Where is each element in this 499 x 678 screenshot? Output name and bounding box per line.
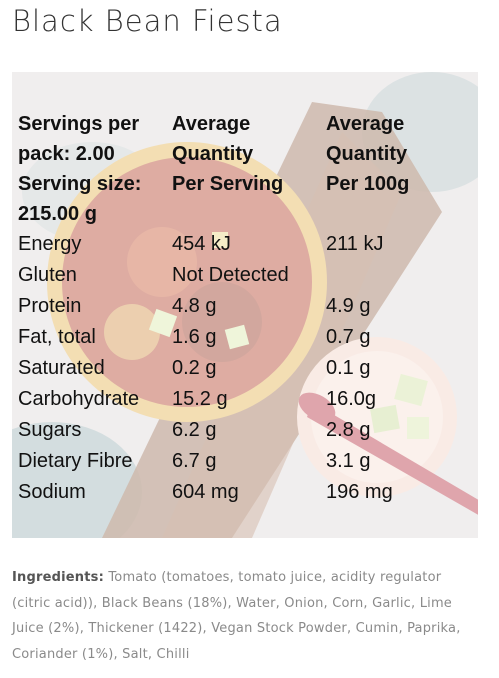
nutrient-name: Energy: [18, 233, 82, 255]
nutrient-name: Protein: [18, 295, 82, 317]
table-row: Energy 454 kJ 211 kJ: [18, 229, 476, 260]
nutrient-name: Sugars: [18, 419, 82, 441]
per-100g-value: 4.9 g: [326, 295, 371, 317]
per-serving-value: 4.8 g: [172, 295, 217, 317]
nutrition-table: Servings per pack: 2.00 Serving size: 21…: [18, 109, 476, 508]
ingredients-text: Tomato (tomatoes, tomato juice, acidity …: [12, 570, 461, 662]
per-serving-value: Not Detected: [172, 264, 289, 286]
table-row: Fat, total 1.6 g 0.7 g: [18, 322, 476, 353]
nutrient-name: Saturated: [18, 357, 105, 379]
nutrient-name: Carbohydrate: [18, 388, 140, 410]
per-100g-value: 16.0g: [326, 388, 377, 410]
nutrient-name: Gluten: [18, 264, 77, 286]
per-100g-value: 211 kJ: [326, 233, 384, 255]
nutrition-panel: Servings per pack: 2.00 Serving size: 21…: [12, 72, 478, 538]
table-row: Saturated 0.2 g 0.1 g: [18, 353, 476, 384]
per-100g-value: 3.1 g: [326, 450, 371, 472]
table-row: Sodium 604 mg 196 mg: [18, 477, 476, 508]
header-servings: Servings per pack: 2.00 Serving size: 21…: [18, 113, 142, 225]
table-row: Dietary Fibre 6.7 g 3.1 g: [18, 446, 476, 477]
per-100g-value: 196 mg: [326, 481, 393, 503]
per-serving-value: 604 mg: [172, 481, 239, 503]
per-100g-value: 0.1 g: [326, 357, 371, 379]
table-row: Sugars 6.2 g 2.8 g: [18, 415, 476, 446]
product-title: Black Bean Fiesta: [12, 4, 283, 38]
per-serving-value: 0.2 g: [172, 357, 217, 379]
image-overlay: [12, 72, 478, 538]
table-row: Carbohydrate 15.2 g 16.0g: [18, 384, 476, 415]
nutrient-name: Dietary Fibre: [18, 450, 133, 472]
per-serving-value: 15.2 g: [172, 388, 228, 410]
per-100g-value: 2.8 g: [326, 419, 371, 441]
ingredients-section: Ingredients: Tomato (tomatoes, tomato ju…: [12, 565, 484, 667]
header-per-serving: Average Quantity Per Serving: [172, 113, 284, 195]
nutrient-name: Sodium: [18, 481, 86, 503]
per-100g-value: [326, 260, 476, 291]
per-serving-value: 6.2 g: [172, 419, 217, 441]
per-serving-value: 6.7 g: [172, 450, 217, 472]
per-serving-value: 1.6 g: [172, 326, 217, 348]
per-serving-value: 454 kJ: [172, 233, 231, 255]
nutrient-name: Fat, total: [18, 326, 96, 348]
table-row: Protein 4.8 g 4.9 g: [18, 291, 476, 322]
per-100g-value: 0.7 g: [326, 326, 371, 348]
ingredients-label: Ingredients:: [12, 570, 105, 585]
table-header-row: Servings per pack: 2.00 Serving size: 21…: [18, 109, 476, 229]
table-row: Gluten Not Detected: [18, 260, 476, 291]
header-per-100g: Average Quantity Per 100g: [326, 113, 410, 195]
